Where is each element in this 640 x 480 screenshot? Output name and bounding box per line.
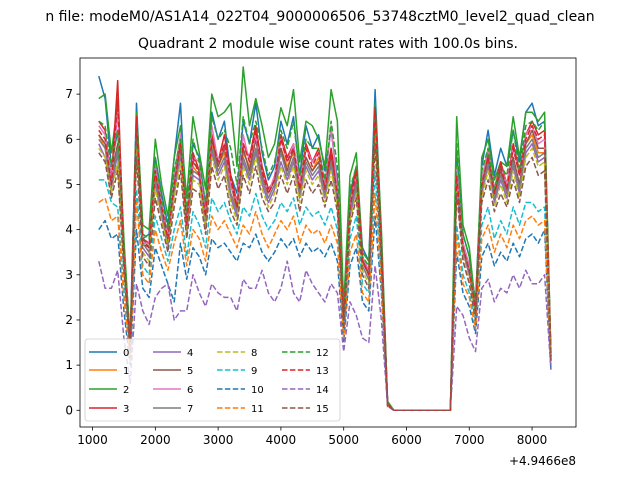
legend-label-4: 4 [187,348,193,359]
x-axis: 1000 2000 3000 4000 5000 6000 7000 8000 [77,427,547,447]
series-line-11 [98,192,552,412]
legend-label-15: 15 [316,404,329,415]
x-tick-label: 1000 [77,433,108,447]
legend-label-11: 11 [251,404,264,415]
legend-label-10: 10 [251,385,264,396]
y-tick-label: 7 [65,87,73,101]
x-offset-label: +4.9466e8 [509,454,576,468]
legend-label-14: 14 [316,385,329,396]
x-tick-label: 2000 [140,433,171,447]
series-line-8 [98,134,552,412]
figure-suptitle: n file: modeM0/AS1A14_022T04_9000006506_… [45,9,594,25]
legend-label-8: 8 [251,348,257,359]
series-lines [98,66,552,412]
x-tick-label: 3000 [203,433,234,447]
series-line-15 [98,143,552,412]
legend-label-2: 2 [123,385,129,396]
legend-frame [84,338,341,422]
legend-label-1: 1 [123,366,129,377]
series-line-14 [98,260,552,412]
y-tick-label: 3 [65,268,73,282]
x-tick-label: 4000 [266,433,297,447]
series-line-10 [98,215,552,412]
legend-label-3: 3 [123,404,129,415]
legend-label-0: 0 [123,348,129,359]
y-tick-label: 4 [65,223,73,237]
legend-label-7: 7 [187,404,193,415]
x-tick-label: 7000 [454,433,485,447]
y-tick-label: 6 [65,132,73,146]
y-tick-label: 5 [65,177,73,191]
y-tick-label: 1 [65,358,73,372]
legend-label-13: 13 [316,366,329,377]
legend-label-5: 5 [187,366,193,377]
legend-label-12: 12 [316,348,329,359]
x-tick-label: 5000 [328,433,359,447]
y-tick-label: 0 [65,403,73,417]
y-tick-label: 2 [65,313,73,327]
legend-label-9: 9 [251,366,257,377]
chart-title: Quadrant 2 module wise count rates with … [138,36,518,52]
x-tick-label: 6000 [391,433,422,447]
y-axis: 0 1 2 3 4 5 6 7 [65,87,80,417]
x-tick-label: 8000 [517,433,548,447]
plot-frame [79,57,577,428]
legend-label-6: 6 [187,385,193,396]
